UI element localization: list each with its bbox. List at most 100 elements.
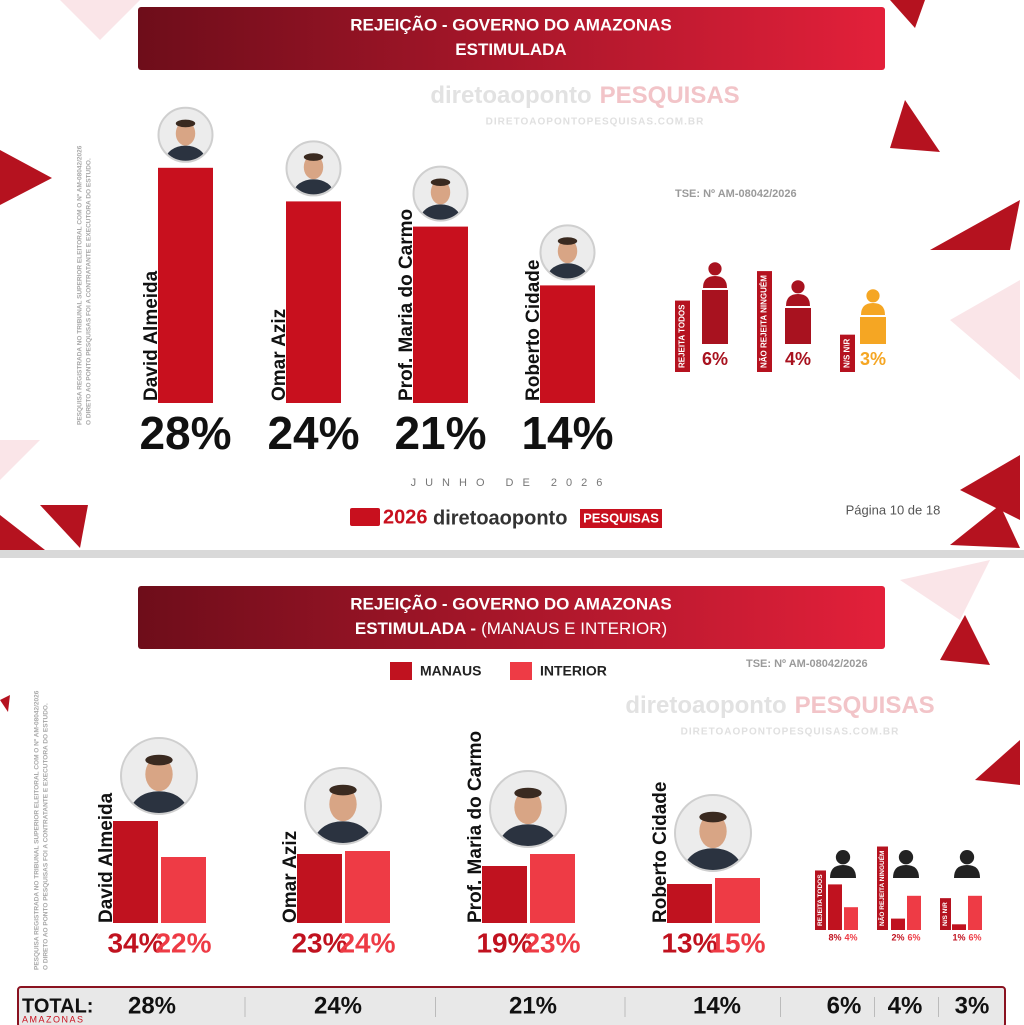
value-label: 23%	[291, 927, 347, 958]
total-label: TOTAL:	[22, 995, 93, 1017]
logo-year: 2026	[383, 506, 428, 528]
option-bar	[844, 907, 858, 930]
chart-title: REJEIÇÃO - GOVERNO DO AMAZONAS	[350, 593, 671, 613]
bar	[540, 285, 595, 403]
value-label: 13%	[661, 927, 717, 958]
value-label: 14%	[521, 407, 613, 459]
subtitle-main: ESTIMULADA -	[355, 619, 476, 638]
watermark-website: DIRETOAOPONTOPESQUISAS.COM.BR	[681, 727, 900, 738]
person-icon-head	[835, 850, 851, 865]
option-label: REJEITA TODOS	[678, 304, 687, 368]
photo-body	[420, 204, 461, 221]
registration: TSE: Nº AM-08042/2026	[746, 658, 868, 670]
option-label: N/S N\R	[942, 902, 949, 926]
photo-head	[430, 180, 451, 205]
photo-body	[165, 145, 206, 162]
candidate-photo	[121, 738, 197, 814]
brand-name: diretoaoponto	[625, 692, 786, 719]
bar	[286, 201, 341, 403]
value-label: 23%	[524, 927, 580, 958]
option-label: N/S N\R	[843, 338, 852, 368]
person-icon-head	[791, 280, 805, 294]
candidate-photo	[490, 771, 566, 847]
option-bar	[952, 924, 966, 930]
photo-hair	[557, 237, 578, 245]
photo-hair	[145, 754, 173, 766]
value-label: 15%	[709, 927, 765, 958]
photo-ring	[285, 140, 342, 197]
option-bar	[828, 884, 842, 930]
photo-head	[303, 154, 324, 180]
brand-name: diretoaoponto	[430, 82, 591, 109]
photo-body	[499, 824, 557, 847]
bar	[413, 226, 468, 403]
person-icon-body	[703, 276, 727, 288]
photo-hair	[430, 178, 451, 187]
watermark-brand: diretoaoponto PESQUISAS	[625, 692, 934, 719]
total-value: 24%	[314, 992, 362, 1019]
option-value-label: 8%	[828, 932, 841, 942]
photo-head	[699, 814, 727, 849]
registration: TSE: Nº AM-08042/2026	[675, 188, 797, 200]
total-value: 14%	[693, 992, 741, 1019]
option-label-box	[675, 300, 690, 372]
legend-swatch	[510, 662, 532, 680]
value-label: 24%	[339, 927, 395, 958]
logo-tag-box	[580, 509, 662, 528]
candidate-photo	[413, 166, 468, 221]
photo-body	[547, 263, 588, 280]
candidate-photo	[540, 225, 595, 280]
bar	[530, 854, 575, 923]
person-icon-head	[898, 850, 914, 865]
value-label: 19%	[476, 927, 532, 958]
chart-subtitle: ESTIMULADA - (MANAUS E INTERIOR)	[355, 619, 667, 638]
person-icon-head	[959, 850, 975, 865]
registration-note: O DIRETO AO PONTO PESQUISAS FOI A CONTRA…	[43, 703, 50, 970]
logo-badge	[350, 508, 380, 526]
person-icon-body	[861, 303, 885, 315]
total-value: 4%	[888, 992, 923, 1019]
option-bar	[702, 290, 728, 344]
option-bar	[785, 308, 811, 344]
candidate-photo	[675, 795, 751, 871]
panel-2: REJEIÇÃO - GOVERNO DO AMAZONAS ESTIMULADA…	[17, 586, 1006, 1025]
panel-separator	[0, 550, 1024, 558]
title-banner	[138, 586, 885, 649]
photo-ring	[489, 770, 567, 848]
candidate-name: Roberto Cidade	[650, 782, 671, 923]
option-bar	[891, 918, 905, 930]
photo-ring	[539, 224, 596, 281]
candidate-name: Roberto Cidade	[523, 260, 544, 401]
candidate-name: Prof. Maria do Carmo	[465, 731, 486, 923]
option-value-label: 6%	[968, 932, 981, 942]
bar	[297, 854, 342, 923]
option-value-label: 6%	[907, 932, 920, 942]
candidate-photo	[305, 768, 381, 844]
photo-ring	[157, 106, 214, 163]
photo-body	[293, 179, 334, 196]
decoration	[0, 0, 1020, 785]
bar	[715, 878, 760, 923]
bar	[667, 884, 712, 923]
person-icon-body	[954, 865, 980, 878]
legend-label: INTERIOR	[540, 663, 607, 679]
chart-subtitle: ESTIMULADA	[455, 40, 566, 59]
option-value-label: 4%	[785, 349, 811, 369]
bar	[345, 851, 390, 923]
candidate-name: Omar Aziz	[280, 831, 301, 923]
person-icon-body	[830, 865, 856, 878]
photo-ring	[674, 794, 752, 872]
total-value: 28%	[128, 992, 176, 1019]
value-label: 24%	[267, 407, 359, 459]
option-label-box	[877, 846, 888, 930]
photo-head	[514, 790, 542, 825]
registration-note: O DIRETO AO PONTO PESQUISAS FOI A CONTRA…	[86, 158, 93, 425]
watermark-website: DIRETOAOPONTOPESQUISAS.COM.BR	[486, 117, 705, 128]
option-value-label: 2%	[891, 932, 904, 942]
bar	[113, 821, 158, 923]
subtitle-main: ESTIMULADA	[455, 40, 566, 59]
person-icon-body	[786, 294, 810, 306]
value-label: 28%	[139, 407, 231, 459]
value-label: 22%	[155, 927, 211, 958]
total-value: 21%	[509, 992, 557, 1019]
